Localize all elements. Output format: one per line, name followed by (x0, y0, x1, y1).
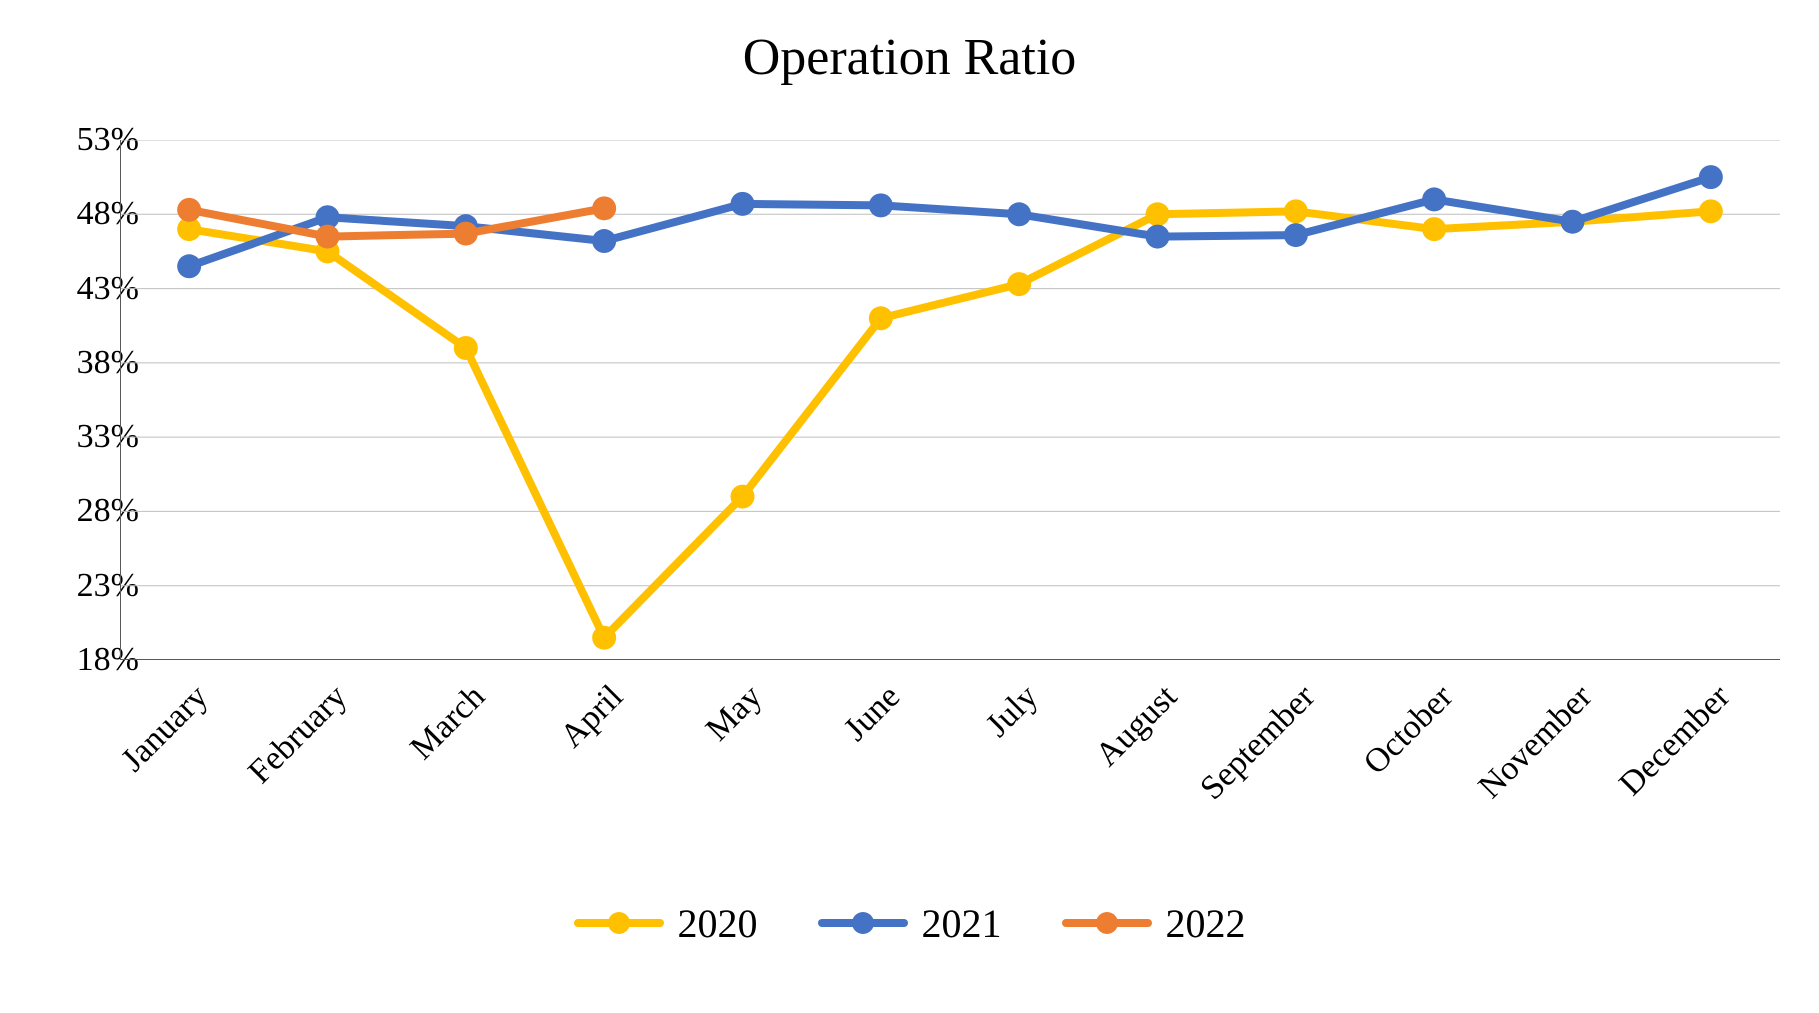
legend-item: 2020 (574, 900, 758, 947)
legend-label: 2022 (1166, 900, 1246, 947)
chart-title: Operation Ratio (0, 28, 1819, 87)
legend-label: 2021 (922, 900, 1002, 947)
chart-container: Operation Ratio 18%23%28%33%38%43%48%53%… (0, 0, 1819, 1013)
legend-swatch-line (574, 919, 664, 927)
legend-label: 2020 (678, 900, 758, 947)
plot-area (120, 140, 1780, 660)
plot-svg (120, 140, 1780, 660)
legend-swatch-dot (852, 912, 874, 934)
legend-swatch-dot (1096, 912, 1118, 934)
legend-swatch-line (818, 919, 908, 927)
legend: 2020 2021 2022 (0, 890, 1819, 947)
legend-swatch-line (1062, 919, 1152, 927)
legend-item: 2021 (818, 900, 1002, 947)
legend-item: 2022 (1062, 900, 1246, 947)
legend-swatch-dot (608, 912, 630, 934)
